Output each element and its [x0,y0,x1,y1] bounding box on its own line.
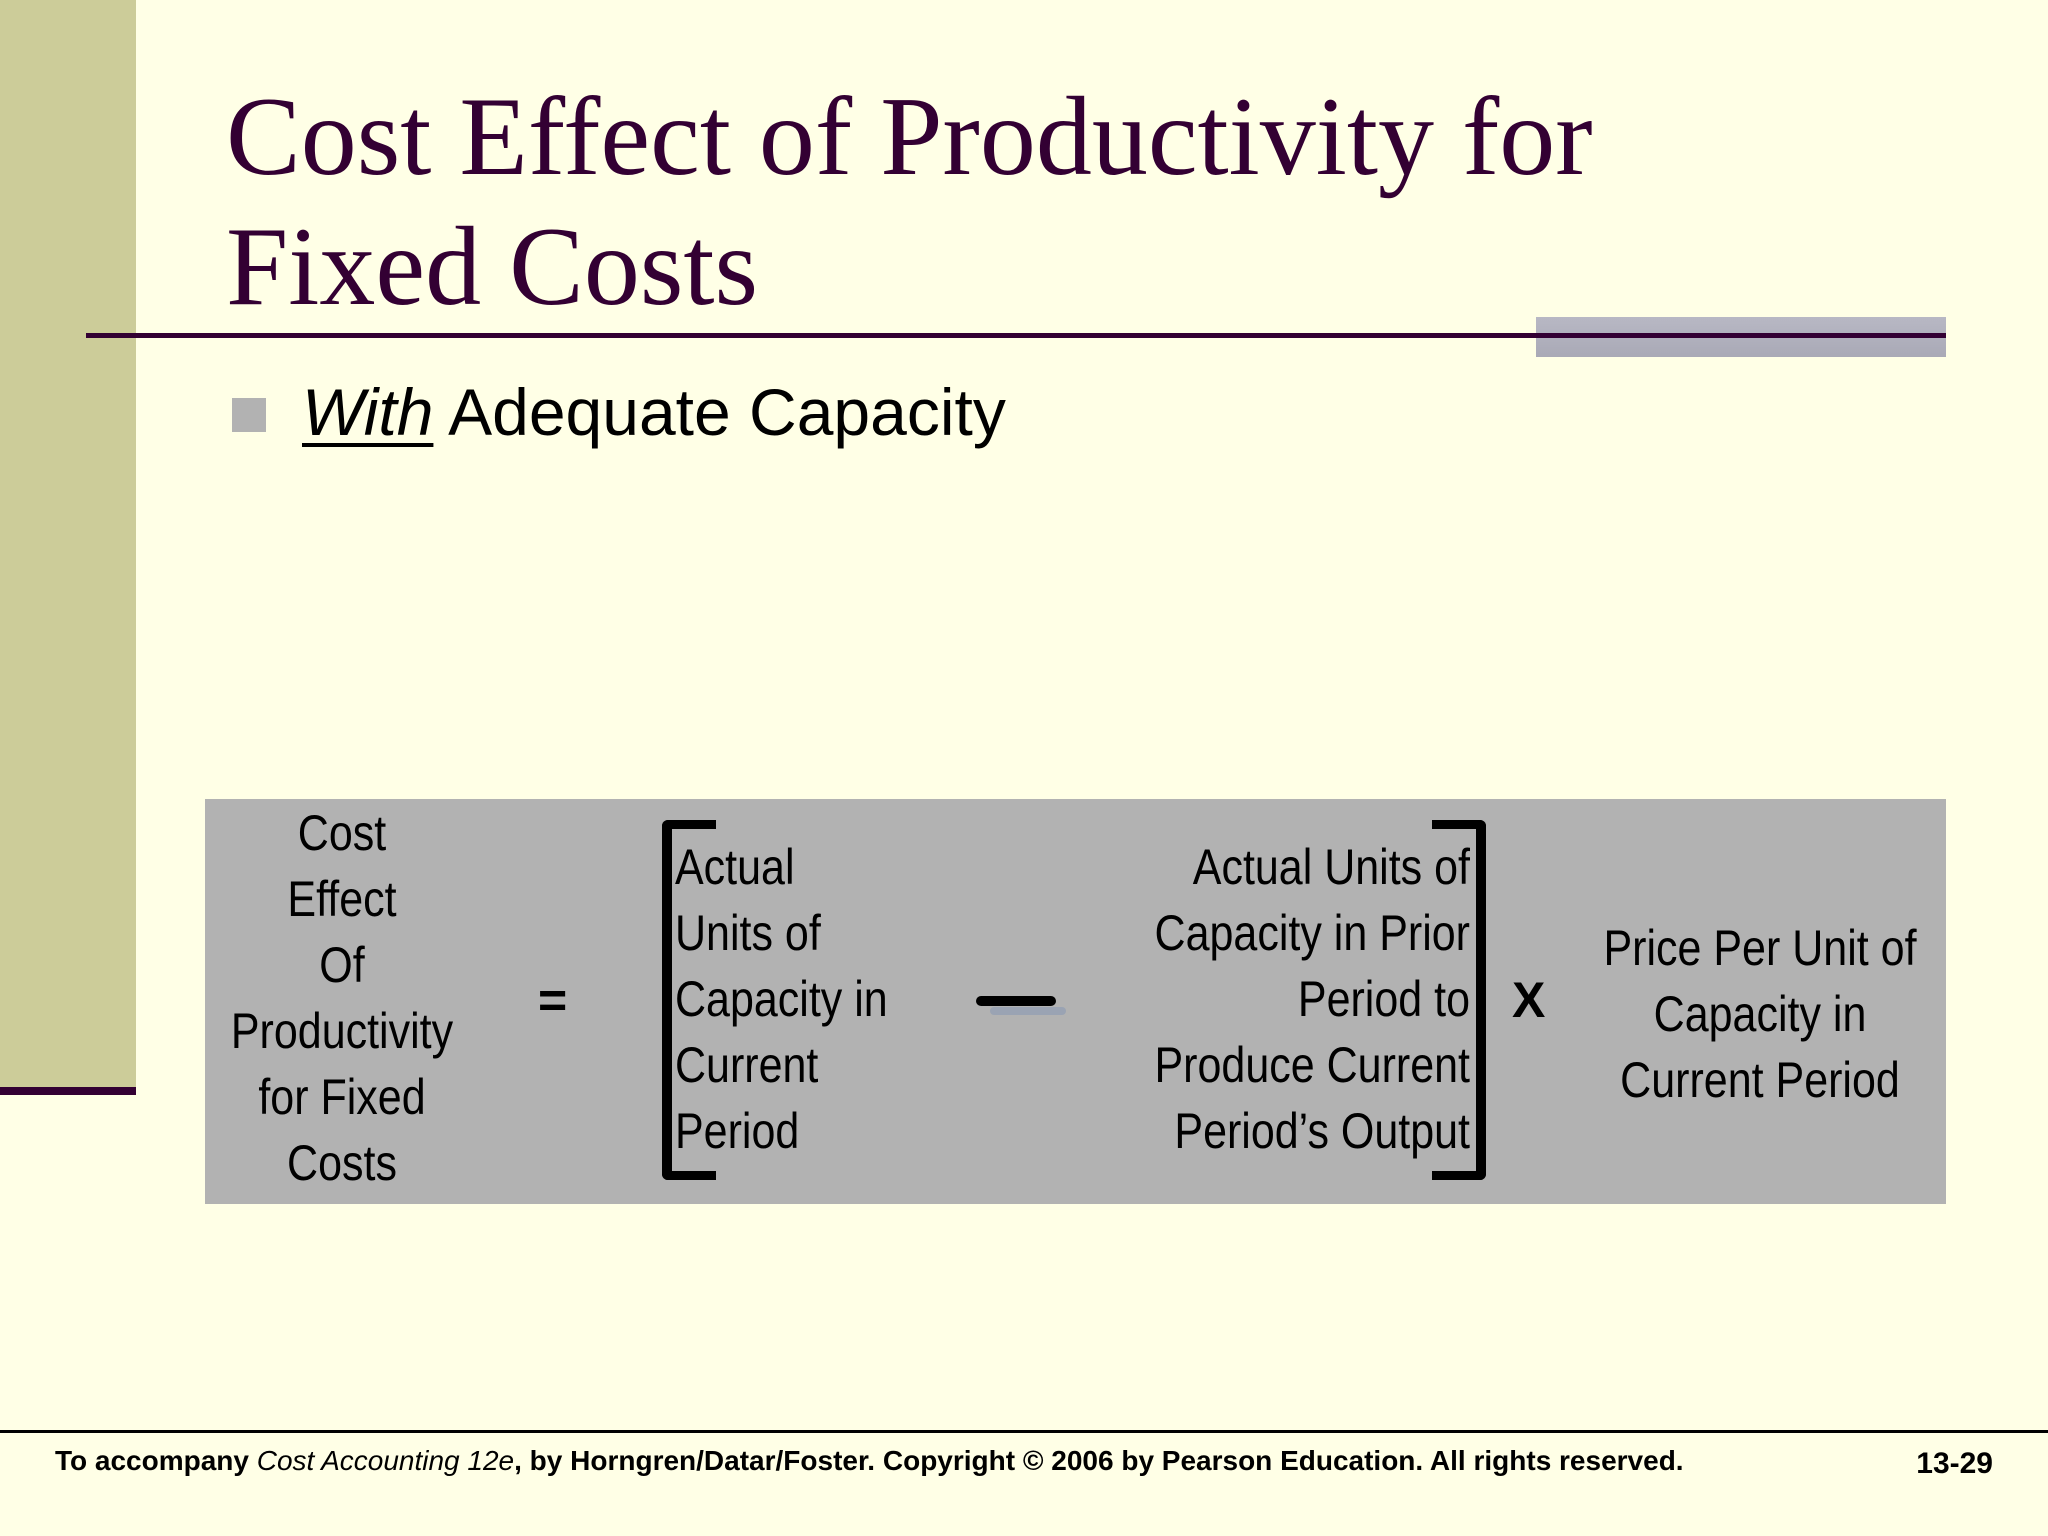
formula-lhs-line: Cost [297,805,387,861]
formula-lhs-line: Costs [287,1135,397,1191]
title-rule-overlay [1536,333,1946,338]
formula-lhs-line: Effect [287,871,397,927]
formula-term-prior-line: Period’s Output [1174,1103,1470,1159]
formula-term-price-line: Price Per Unit of [1603,920,1917,976]
times-sign: X [1512,972,1546,1028]
formula-term-actual-line: Current [675,1037,819,1093]
formula-term-prior-line: Period to [1297,971,1470,1027]
formula-lhs-line: for Fixed [258,1069,426,1125]
formula-term-actual-line: Actual [675,839,795,895]
formula-term-price-line: Current Period [1620,1052,1900,1108]
formula-lhs-line: Of [319,937,365,993]
formula-term-actual: Actual Units of Capacity in Current Peri… [675,834,899,1164]
formula-term-actual-line: Period [675,1103,800,1159]
left-bracket [662,820,716,1180]
minus-sign-shadow [990,1007,1066,1015]
page-number: 13-29 [1916,1447,1993,1480]
minus-sign [976,996,1056,1006]
bullet-emphasis: With [302,375,434,449]
right-bracket [1432,820,1486,1180]
slide-title: Cost Effect of Productivity for Fixed Co… [226,72,1726,332]
footer-prefix: To accompany [55,1445,257,1476]
slide-title-line-2: Fixed Costs [226,205,759,329]
formula-box [205,799,1946,1204]
footer-suffix: , by Horngren/Datar/Foster. Copyright © … [514,1445,1684,1476]
slide-title-line-1: Cost Effect of Productivity for [226,75,1593,199]
footer-copyright: To accompany Cost Accounting 12e, by Hor… [55,1445,1684,1477]
formula-term-prior-line: Produce Current [1154,1037,1470,1093]
formula-term-price-line: Capacity in [1653,986,1867,1042]
formula-term-prior-line: Capacity in Prior [1154,905,1470,961]
equals-sign: = [538,972,568,1028]
footer-book-title: Cost Accounting 12e [256,1445,515,1476]
formula-term-actual-line: Units of [675,905,821,961]
left-accent-bar-underline [0,1087,136,1095]
formula-term-actual-line: Capacity in [675,971,888,1027]
left-accent-bar [0,0,136,1090]
formula-lhs: Cost Effect Of Productivity for Fixed Co… [224,800,460,1196]
formula-term-prior-line: Actual Units of [1192,839,1470,895]
formula-term-prior: Actual Units of Capacity in Prior Period… [1092,834,1470,1164]
title-rule [86,333,1946,338]
bullet-rest: Adequate Capacity [433,375,1006,449]
bullet-text: With Adequate Capacity [302,372,1006,452]
bullet-square-icon [232,398,266,432]
footer-rule [0,1430,2048,1433]
formula-term-price: Price Per Unit of Capacity in Current Pe… [1571,915,1949,1113]
formula-lhs-line: Productivity [230,1003,454,1059]
